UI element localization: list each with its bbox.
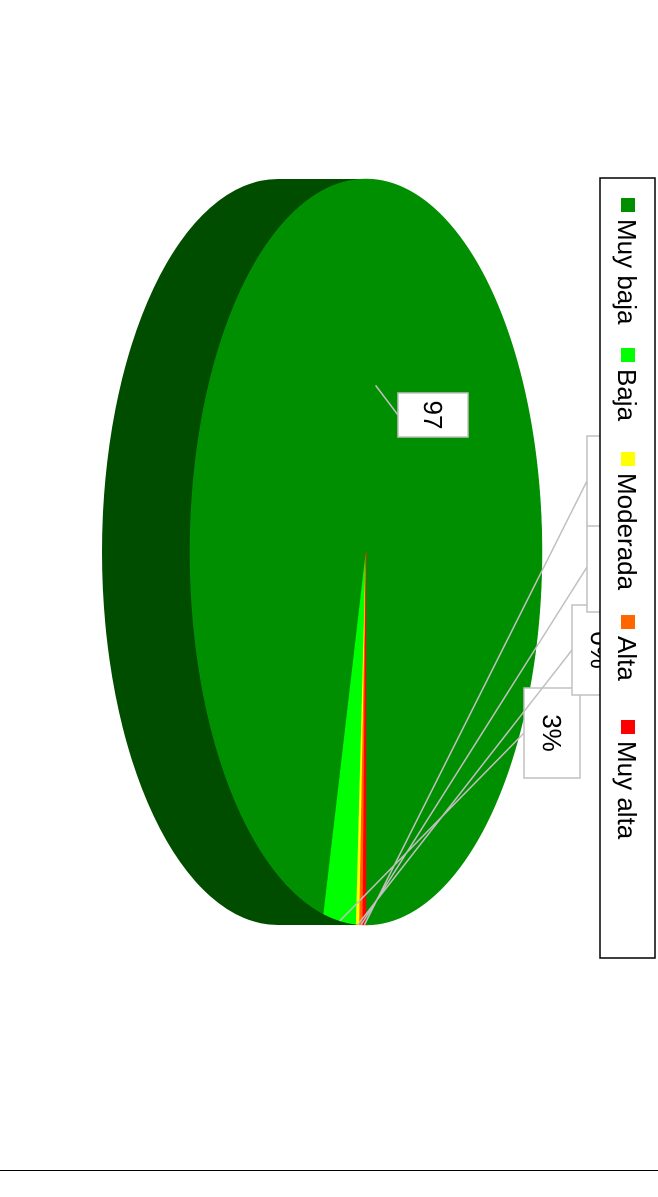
pie-body <box>102 178 543 926</box>
data-label-baja: 3% <box>339 687 581 922</box>
legend-label: Baja <box>612 369 642 422</box>
legend-item-alta: Alta <box>612 615 642 681</box>
pie-side-wall <box>102 179 366 925</box>
data-label-box <box>523 687 581 779</box>
legend-swatch <box>621 720 635 734</box>
legend-item-baja: Baja <box>612 348 642 422</box>
legend-swatch <box>621 198 635 212</box>
legend-label: Moderada <box>612 473 642 591</box>
leader-line <box>357 649 573 926</box>
legend-label: Muy alta <box>612 741 642 840</box>
legend-item-muy-alta: Muy alta <box>612 720 642 840</box>
leader-line <box>363 480 588 926</box>
leader-line <box>339 732 525 922</box>
data-label-muy-baja: 97 <box>374 384 469 438</box>
legend-swatch <box>621 615 635 629</box>
leader-line <box>360 566 588 926</box>
legend-item-moderada: Moderada <box>612 452 642 591</box>
legend-frame <box>599 177 656 959</box>
pie-slice-muy-alta <box>362 551 367 926</box>
legend-swatch <box>621 348 635 362</box>
legend-label: Muy baja <box>612 219 642 325</box>
data-label-text: 3% <box>537 714 567 752</box>
data-label-box <box>397 392 469 438</box>
data-label-text: 97 <box>418 401 448 430</box>
legend: Muy baja Baja Moderada Alta Muy alta <box>599 177 656 959</box>
pie-slices <box>189 178 543 926</box>
legend-item-muy-baja: Muy baja <box>612 198 642 325</box>
legend-label: Alta <box>612 636 642 681</box>
legend-swatch <box>621 452 635 466</box>
leader-line <box>374 384 399 416</box>
page-divider <box>0 1170 658 1171</box>
